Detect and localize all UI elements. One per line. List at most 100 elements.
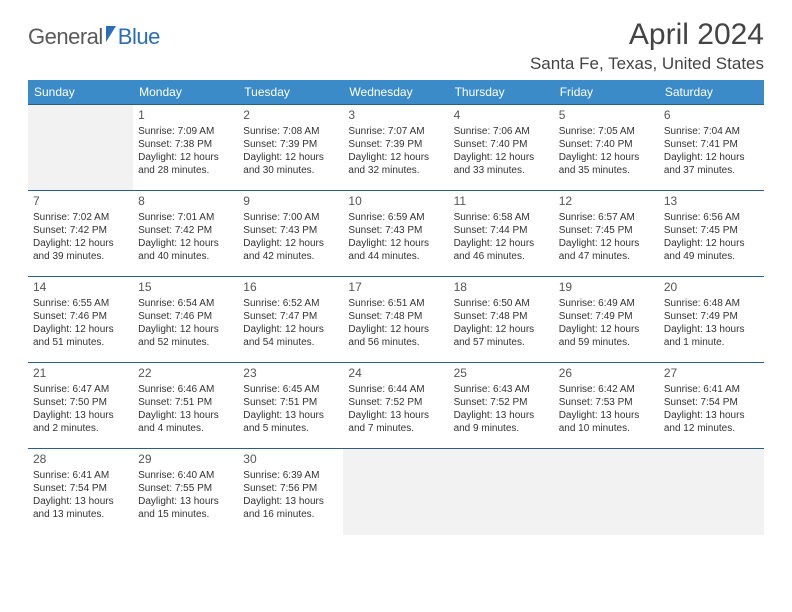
calendar-day-cell: 8Sunrise: 7:01 AMSunset: 7:42 PMDaylight… bbox=[133, 191, 238, 277]
sunset-text: Sunset: 7:46 PM bbox=[138, 310, 233, 323]
sunrise-text: Sunrise: 6:46 AM bbox=[138, 383, 233, 396]
calendar-empty-cell bbox=[343, 449, 448, 535]
daylight-text: and 1 minute. bbox=[664, 336, 759, 349]
daylight-text: and 10 minutes. bbox=[559, 422, 654, 435]
daylight-text: and 57 minutes. bbox=[454, 336, 549, 349]
calendar-table: SundayMondayTuesdayWednesdayThursdayFrid… bbox=[28, 80, 764, 535]
daylight-text: and 54 minutes. bbox=[243, 336, 338, 349]
calendar-day-cell: 18Sunrise: 6:50 AMSunset: 7:48 PMDayligh… bbox=[449, 277, 554, 363]
calendar-week-row: 1Sunrise: 7:09 AMSunset: 7:38 PMDaylight… bbox=[28, 105, 764, 191]
calendar-day-cell: 6Sunrise: 7:04 AMSunset: 7:41 PMDaylight… bbox=[659, 105, 764, 191]
daylight-text: and 16 minutes. bbox=[243, 508, 338, 521]
day-number: 28 bbox=[33, 452, 128, 468]
sunset-text: Sunset: 7:51 PM bbox=[243, 396, 338, 409]
logo-text-blue: Blue bbox=[118, 24, 160, 50]
daylight-text: Daylight: 13 hours bbox=[243, 495, 338, 508]
sunrise-text: Sunrise: 6:41 AM bbox=[33, 469, 128, 482]
calendar-day-cell: 12Sunrise: 6:57 AMSunset: 7:45 PMDayligh… bbox=[554, 191, 659, 277]
day-number: 3 bbox=[348, 108, 443, 124]
day-number: 23 bbox=[243, 366, 338, 382]
daylight-text: Daylight: 13 hours bbox=[664, 323, 759, 336]
sunrise-text: Sunrise: 7:00 AM bbox=[243, 211, 338, 224]
calendar-day-cell: 22Sunrise: 6:46 AMSunset: 7:51 PMDayligh… bbox=[133, 363, 238, 449]
day-number: 15 bbox=[138, 280, 233, 296]
day-number: 18 bbox=[454, 280, 549, 296]
sunrise-text: Sunrise: 6:39 AM bbox=[243, 469, 338, 482]
sunset-text: Sunset: 7:54 PM bbox=[33, 482, 128, 495]
day-number: 20 bbox=[664, 280, 759, 296]
daylight-text: Daylight: 12 hours bbox=[243, 151, 338, 164]
daylight-text: and 9 minutes. bbox=[454, 422, 549, 435]
sunset-text: Sunset: 7:53 PM bbox=[559, 396, 654, 409]
sunrise-text: Sunrise: 6:41 AM bbox=[664, 383, 759, 396]
sunrise-text: Sunrise: 6:50 AM bbox=[454, 297, 549, 310]
daylight-text: and 39 minutes. bbox=[33, 250, 128, 263]
daylight-text: Daylight: 13 hours bbox=[454, 409, 549, 422]
weekday-header: Saturday bbox=[659, 80, 764, 105]
sunset-text: Sunset: 7:56 PM bbox=[243, 482, 338, 495]
daylight-text: and 33 minutes. bbox=[454, 164, 549, 177]
sunrise-text: Sunrise: 6:42 AM bbox=[559, 383, 654, 396]
calendar-day-cell: 26Sunrise: 6:42 AMSunset: 7:53 PMDayligh… bbox=[554, 363, 659, 449]
weekday-header-row: SundayMondayTuesdayWednesdayThursdayFrid… bbox=[28, 80, 764, 105]
calendar-week-row: 21Sunrise: 6:47 AMSunset: 7:50 PMDayligh… bbox=[28, 363, 764, 449]
calendar-day-cell: 15Sunrise: 6:54 AMSunset: 7:46 PMDayligh… bbox=[133, 277, 238, 363]
daylight-text: Daylight: 12 hours bbox=[243, 323, 338, 336]
daylight-text: and 35 minutes. bbox=[559, 164, 654, 177]
sunset-text: Sunset: 7:49 PM bbox=[664, 310, 759, 323]
weekday-header: Monday bbox=[133, 80, 238, 105]
daylight-text: and 51 minutes. bbox=[33, 336, 128, 349]
day-number: 11 bbox=[454, 194, 549, 210]
month-title: April 2024 bbox=[530, 18, 764, 52]
daylight-text: and 15 minutes. bbox=[138, 508, 233, 521]
daylight-text: and 7 minutes. bbox=[348, 422, 443, 435]
daylight-text: and 52 minutes. bbox=[138, 336, 233, 349]
sunrise-text: Sunrise: 6:58 AM bbox=[454, 211, 549, 224]
daylight-text: Daylight: 12 hours bbox=[243, 237, 338, 250]
sunset-text: Sunset: 7:42 PM bbox=[33, 224, 128, 237]
weekday-header: Tuesday bbox=[238, 80, 343, 105]
calendar-day-cell: 11Sunrise: 6:58 AMSunset: 7:44 PMDayligh… bbox=[449, 191, 554, 277]
day-number: 6 bbox=[664, 108, 759, 124]
daylight-text: Daylight: 12 hours bbox=[454, 323, 549, 336]
day-number: 12 bbox=[559, 194, 654, 210]
daylight-text: and 30 minutes. bbox=[243, 164, 338, 177]
day-number: 25 bbox=[454, 366, 549, 382]
day-number: 27 bbox=[664, 366, 759, 382]
day-number: 14 bbox=[33, 280, 128, 296]
day-number: 5 bbox=[559, 108, 654, 124]
sunrise-text: Sunrise: 6:55 AM bbox=[33, 297, 128, 310]
daylight-text: and 59 minutes. bbox=[559, 336, 654, 349]
sunrise-text: Sunrise: 7:06 AM bbox=[454, 125, 549, 138]
sunrise-text: Sunrise: 6:45 AM bbox=[243, 383, 338, 396]
day-number: 24 bbox=[348, 366, 443, 382]
daylight-text: Daylight: 12 hours bbox=[454, 237, 549, 250]
sunset-text: Sunset: 7:44 PM bbox=[454, 224, 549, 237]
daylight-text: and 32 minutes. bbox=[348, 164, 443, 177]
day-number: 9 bbox=[243, 194, 338, 210]
daylight-text: and 12 minutes. bbox=[664, 422, 759, 435]
day-number: 8 bbox=[138, 194, 233, 210]
daylight-text: Daylight: 13 hours bbox=[664, 409, 759, 422]
logo-text-general: General bbox=[28, 24, 103, 50]
day-number: 16 bbox=[243, 280, 338, 296]
calendar-day-cell: 25Sunrise: 6:43 AMSunset: 7:52 PMDayligh… bbox=[449, 363, 554, 449]
daylight-text: Daylight: 12 hours bbox=[138, 323, 233, 336]
day-number: 17 bbox=[348, 280, 443, 296]
sunrise-text: Sunrise: 6:49 AM bbox=[559, 297, 654, 310]
sunset-text: Sunset: 7:38 PM bbox=[138, 138, 233, 151]
logo: General Blue bbox=[28, 18, 160, 50]
sunrise-text: Sunrise: 6:43 AM bbox=[454, 383, 549, 396]
daylight-text: and 2 minutes. bbox=[33, 422, 128, 435]
sunrise-text: Sunrise: 7:02 AM bbox=[33, 211, 128, 224]
day-number: 30 bbox=[243, 452, 338, 468]
calendar-day-cell: 13Sunrise: 6:56 AMSunset: 7:45 PMDayligh… bbox=[659, 191, 764, 277]
day-number: 29 bbox=[138, 452, 233, 468]
sunset-text: Sunset: 7:48 PM bbox=[348, 310, 443, 323]
sunrise-text: Sunrise: 7:08 AM bbox=[243, 125, 338, 138]
sunset-text: Sunset: 7:45 PM bbox=[664, 224, 759, 237]
calendar-day-cell: 4Sunrise: 7:06 AMSunset: 7:40 PMDaylight… bbox=[449, 105, 554, 191]
daylight-text: Daylight: 12 hours bbox=[559, 323, 654, 336]
calendar-empty-cell bbox=[28, 105, 133, 191]
daylight-text: Daylight: 12 hours bbox=[559, 151, 654, 164]
